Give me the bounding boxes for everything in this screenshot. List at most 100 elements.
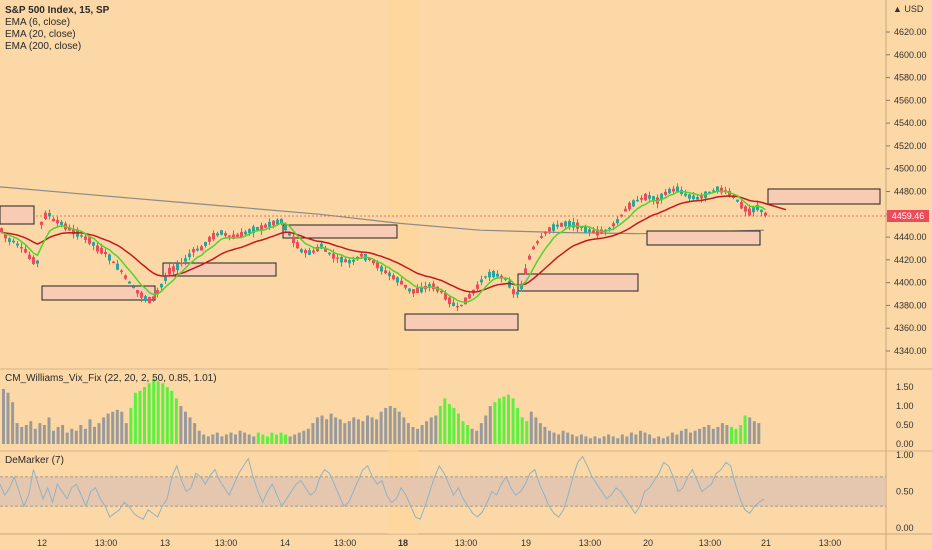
vix-bar xyxy=(434,415,438,444)
candle xyxy=(632,200,635,207)
vix-bar xyxy=(315,417,319,444)
candle xyxy=(52,218,55,222)
vix-bar xyxy=(616,438,620,444)
candle xyxy=(556,224,559,227)
candle xyxy=(188,253,191,258)
vix-bar xyxy=(138,390,142,444)
candle xyxy=(220,230,223,235)
ema20-label[interactable]: EMA (20, close) xyxy=(5,29,76,40)
candle xyxy=(616,219,619,224)
vix-bar xyxy=(379,411,383,444)
vix-bar xyxy=(575,436,579,444)
vix-bar xyxy=(666,436,670,444)
candle xyxy=(40,221,43,225)
vix-bar xyxy=(234,434,237,444)
candle xyxy=(712,190,715,192)
time-tick-label: 21 xyxy=(761,538,771,548)
demarker-pane[interactable] xyxy=(0,455,886,520)
candle xyxy=(176,263,179,271)
candle xyxy=(192,249,195,253)
price-tick-label: 4620.00 xyxy=(894,27,927,37)
price-tick-label: 4580.00 xyxy=(894,73,927,83)
vix-bar xyxy=(256,432,260,444)
vix-bar xyxy=(411,426,415,444)
price-tick-label: 4520.00 xyxy=(894,141,927,151)
candle xyxy=(268,222,271,227)
candle xyxy=(160,283,163,288)
currency-label[interactable]: ▲ USD xyxy=(893,4,924,14)
candle xyxy=(0,228,3,233)
vix-bar xyxy=(2,388,5,444)
vix-fix-pane[interactable] xyxy=(2,378,761,444)
candle xyxy=(152,296,155,300)
vix-title: CM_Williams_Vix_Fix (22, 20, 2, 50, 0.85… xyxy=(5,373,217,384)
ema6-label[interactable]: EMA (6, close) xyxy=(5,17,71,28)
vix-bar xyxy=(347,421,351,444)
vix-bar xyxy=(247,434,251,444)
candle xyxy=(44,212,47,219)
vix-bar xyxy=(639,430,642,444)
vix-bar xyxy=(161,383,165,444)
vix-bar xyxy=(184,411,187,444)
vix-bar xyxy=(133,392,137,444)
vix-bar xyxy=(661,438,665,444)
vix-bar xyxy=(757,423,761,444)
zone-box xyxy=(41,285,156,301)
candle xyxy=(144,296,147,301)
vix-bar xyxy=(420,425,424,444)
vix-bar xyxy=(284,434,288,444)
vix-tick-label: 1.50 xyxy=(896,382,914,392)
vix-bar xyxy=(29,421,33,444)
candle xyxy=(272,220,275,226)
candle xyxy=(408,288,411,292)
candle xyxy=(92,242,95,246)
vix-bar xyxy=(611,436,615,444)
candle xyxy=(88,237,91,244)
vix-tick-label: 1.00 xyxy=(896,401,914,411)
vix-bar xyxy=(634,434,638,444)
vix-bar xyxy=(534,417,538,444)
candle xyxy=(608,227,611,229)
vix-bar xyxy=(670,432,674,444)
time-axis[interactable]: 12 13:00 13 13:00 14 13:00 18 13:00 19 13:00 20 13:… xyxy=(37,538,841,548)
vix-bar xyxy=(520,417,524,444)
vix-bar xyxy=(74,430,78,444)
candle xyxy=(384,270,387,273)
vix-bar xyxy=(152,378,156,444)
price-pane[interactable] xyxy=(0,183,886,331)
vix-bar xyxy=(748,417,752,444)
vix-bar xyxy=(443,398,447,444)
demarker-band xyxy=(0,476,886,507)
candle xyxy=(448,297,451,305)
vix-bar xyxy=(20,426,24,444)
vix-bar xyxy=(484,415,488,444)
vix-bar xyxy=(584,436,588,444)
vix-bar xyxy=(561,430,565,444)
symbol-title[interactable]: S&P 500 Index, 15, SP xyxy=(5,5,110,16)
vix-bar xyxy=(507,394,510,444)
price-axis[interactable]: 4620.00 4600.00 4580.00 4560.00 4540.00 4520.… xyxy=(886,27,927,533)
vix-bar xyxy=(657,436,661,444)
ema200-label[interactable]: EMA (200, close) xyxy=(5,41,82,52)
vix-legend[interactable]: CM_Williams_Vix_Fix (22, 20, 2, 50, 0.85… xyxy=(5,373,217,385)
candle xyxy=(212,233,215,240)
time-tick-label: 12 xyxy=(37,538,47,548)
candle xyxy=(740,201,743,209)
vix-bar xyxy=(320,415,324,444)
candle xyxy=(84,236,87,240)
candle xyxy=(612,223,615,227)
candle xyxy=(256,227,259,231)
vix-bar xyxy=(570,434,574,444)
candle xyxy=(444,293,447,300)
candle xyxy=(484,276,487,278)
candle xyxy=(336,257,339,259)
time-tick-label: 13:00 xyxy=(579,538,602,548)
candle xyxy=(216,233,219,236)
vix-bar xyxy=(120,411,124,444)
demarker-legend[interactable]: DeMarker (7) xyxy=(5,455,64,467)
vix-bar xyxy=(429,417,433,444)
vix-bar xyxy=(206,436,210,444)
vix-bar xyxy=(516,407,520,444)
candle xyxy=(328,252,331,255)
